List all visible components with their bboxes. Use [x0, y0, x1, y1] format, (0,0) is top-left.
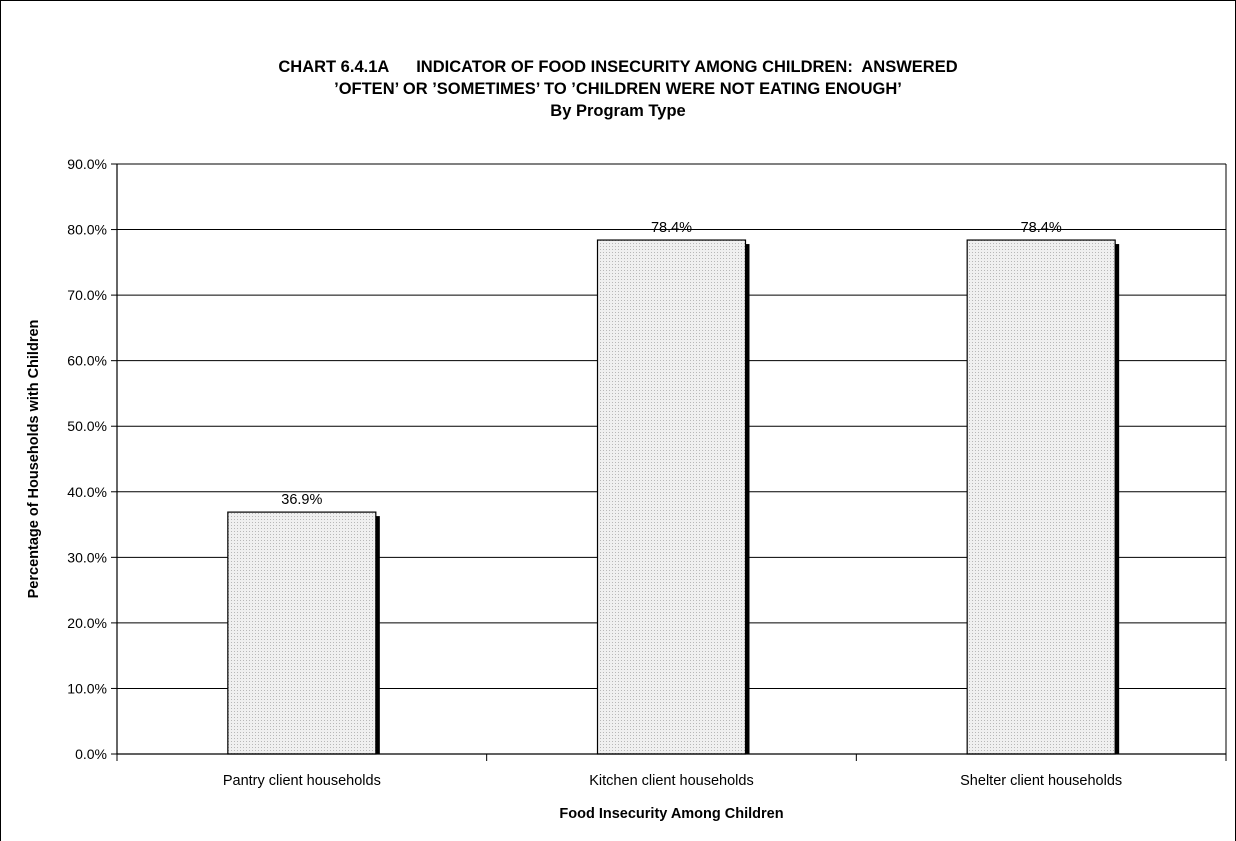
bar — [966, 239, 1116, 755]
data-label: 78.4% — [1021, 220, 1062, 236]
y-tick-label: 30.0% — [67, 549, 107, 565]
y-tick-label: 80.0% — [67, 222, 107, 238]
bar — [227, 511, 377, 755]
y-tick-label: 20.0% — [67, 615, 107, 631]
chart-title: CHART 6.4.1A INDICATOR OF FOOD INSECURIT… — [0, 56, 1236, 122]
x-axis-title: Food Insecurity Among Children — [559, 806, 783, 822]
y-tick-label: 60.0% — [67, 353, 107, 369]
x-tick-label: Kitchen client households — [589, 773, 753, 789]
y-tick-label: 0.0% — [75, 746, 107, 762]
bars: 36.9% 78.4% 78.4% — [227, 220, 1120, 755]
y-tick-label: 40.0% — [67, 484, 107, 500]
chart-title-line-1: CHART 6.4.1A INDICATOR OF FOOD INSECURIT… — [278, 58, 958, 76]
chart-subtitle: By Program Type — [550, 102, 686, 120]
y-tick-label: 90.0% — [67, 156, 107, 172]
y-tick-label: 70.0% — [67, 287, 107, 303]
x-tick-label: Pantry client households — [223, 773, 381, 789]
y-tick-label: 50.0% — [67, 418, 107, 434]
data-label: 78.4% — [651, 220, 692, 236]
y-tick-label: 10.0% — [67, 680, 107, 696]
y-axis-title: Percentage of Households with Children — [26, 320, 42, 599]
data-label: 36.9% — [281, 492, 322, 508]
x-tick-label: Shelter client households — [960, 773, 1122, 789]
bar — [596, 239, 747, 755]
chart-title-line-2: ’OFTEN’ OR ’SOMETIMES’ TO ’CHILDREN WERE… — [334, 80, 902, 98]
axes: 0.0% 10.0% 20.0% 30.0% 40.0% 50.0% 60.0% 70.0% 8… — [67, 156, 1227, 789]
